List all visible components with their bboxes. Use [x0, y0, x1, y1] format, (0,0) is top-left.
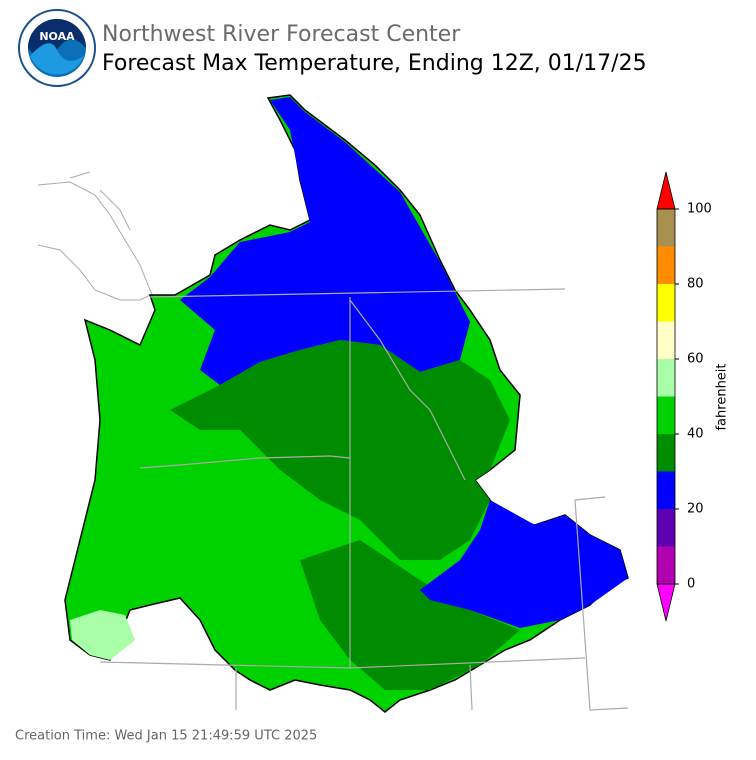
- colorbar-segment: [657, 284, 675, 322]
- state-lines: [99, 288, 629, 711]
- colorbar-label: fahrenheit: [715, 363, 730, 430]
- colorbar-tick-label: 0: [687, 577, 695, 592]
- subtitle: Forecast Max Temperature, Ending 12Z, 01…: [102, 51, 647, 76]
- colorbar-segment: [657, 396, 675, 434]
- cool-central: [170, 340, 510, 560]
- mild-southwest: [70, 610, 135, 660]
- noaa-logo: NOAA: [18, 9, 96, 87]
- colorbar-segment: [657, 509, 675, 547]
- cold-north: [180, 97, 470, 385]
- colorbar-over: [656, 171, 676, 210]
- colorbar-segment: [657, 246, 675, 284]
- colorbar-tick-label: 40: [687, 427, 704, 442]
- title: Northwest River Forecast Center: [102, 22, 461, 47]
- cold-southeast: [420, 500, 628, 628]
- colorbar-segment: [657, 546, 675, 584]
- creation-time: Creation Time: Wed Jan 15 21:49:59 UTC 2…: [15, 729, 317, 744]
- colorbar-frame: [656, 208, 676, 585]
- logo-text: NOAA: [39, 30, 75, 43]
- colorbar-segment: [657, 434, 675, 472]
- colorbar-segment: [657, 471, 675, 509]
- colorbar: 0 20 40 60 80 100: [656, 171, 712, 622]
- colorbar-under: [656, 583, 676, 622]
- colorbar-tick-label: 100: [687, 202, 712, 217]
- map: [37, 94, 629, 713]
- colorbar-segment: [657, 359, 675, 397]
- colorbar-tick-label: 20: [687, 502, 704, 517]
- colorbar-segment: [657, 209, 675, 247]
- puget-sound-coast: [37, 171, 166, 331]
- colorbar-segment: [657, 321, 675, 359]
- cool-south: [300, 540, 520, 690]
- colorbar-tick-label: 60: [687, 352, 704, 367]
- colorbar-tick-label: 80: [687, 277, 704, 292]
